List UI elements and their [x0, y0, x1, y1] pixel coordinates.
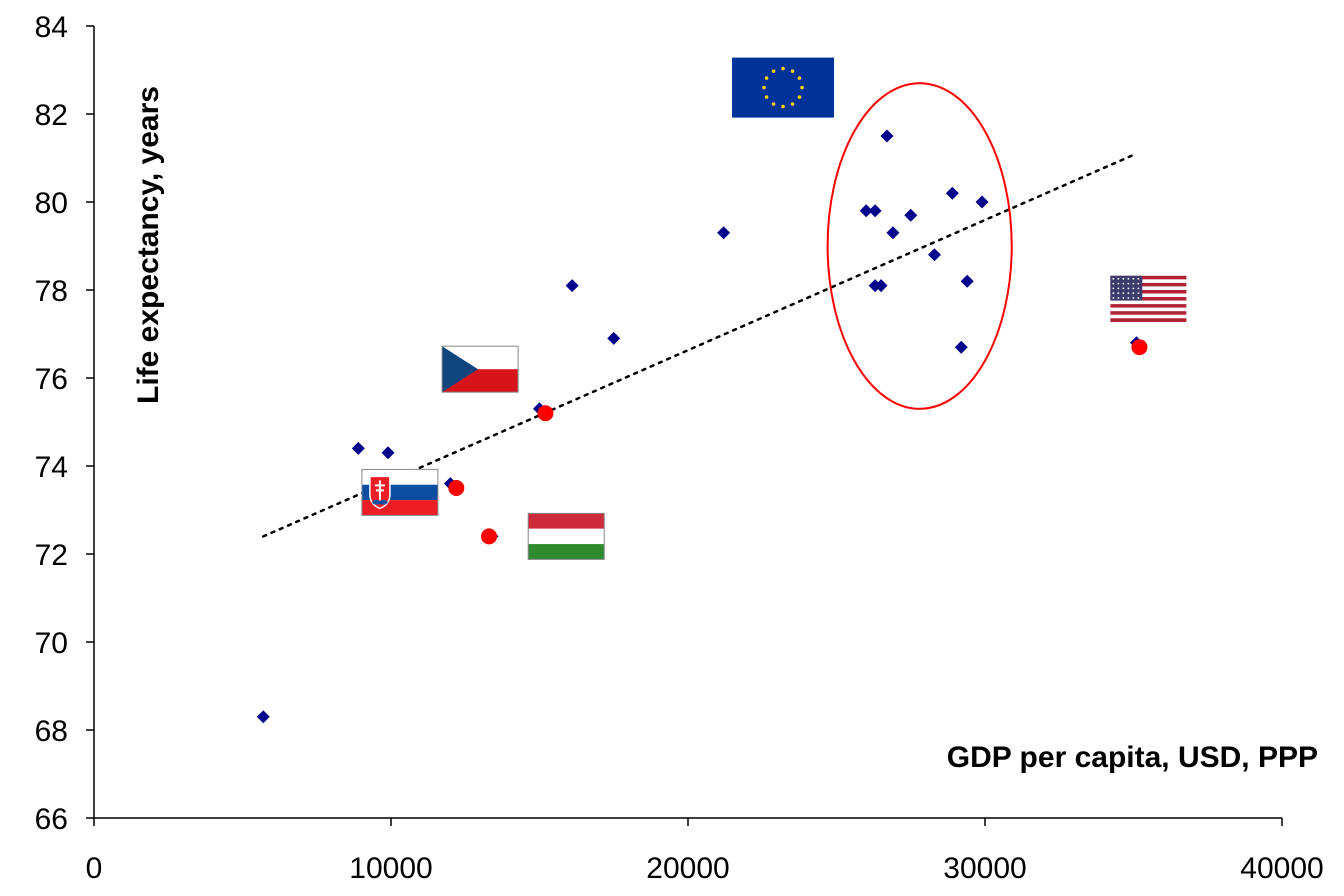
- scatter-point: [960, 274, 974, 288]
- scatter-point: [565, 279, 579, 293]
- y-tick-label: 74: [35, 451, 68, 484]
- highlight-layer: [826, 82, 1013, 410]
- y-tick-label: 80: [35, 187, 68, 220]
- y-axis-title: Life expectancy, years: [132, 86, 165, 404]
- y-tick-label: 70: [35, 627, 68, 660]
- y-tick-label: 84: [35, 11, 68, 44]
- x-tick-label: 40000: [1240, 852, 1323, 885]
- scatter-point: [945, 186, 959, 200]
- x-tick-label: 30000: [943, 852, 1026, 885]
- czech-flag-icon: [441, 345, 519, 393]
- points-layer: [256, 129, 1148, 724]
- y-tick-label: 68: [35, 715, 68, 748]
- y-tick-label: 66: [35, 803, 68, 836]
- highlight-ellipse: [826, 82, 1013, 410]
- scatter-point: [381, 446, 395, 460]
- highlight-point: [537, 405, 554, 422]
- y-tick-label: 82: [35, 99, 68, 132]
- highlight-point: [481, 528, 498, 545]
- highlight-point: [1131, 339, 1148, 356]
- scatter-point: [928, 248, 942, 262]
- scatter-point: [975, 195, 989, 209]
- y-tick-label: 72: [35, 539, 68, 572]
- scatter-point: [607, 331, 621, 345]
- usa-flag-icon: [1110, 275, 1187, 322]
- scatter-point: [880, 129, 894, 143]
- flag-layer: [361, 57, 1187, 560]
- trendline-layer: [262, 152, 1138, 538]
- scatter-point: [256, 710, 270, 724]
- scatter-point: [859, 204, 873, 218]
- scatter-point: [717, 226, 731, 240]
- scatter-point: [886, 226, 900, 240]
- y-tick-label: 78: [35, 275, 68, 308]
- x-tick-label: 20000: [646, 852, 729, 885]
- x-tick-label: 10000: [349, 852, 432, 885]
- scatter-point: [351, 441, 365, 455]
- y-ticks: 66 68 70 72 74 76 78 80 82 84: [35, 11, 94, 836]
- x-axis-title: GDP per capita, USD, PPP: [947, 741, 1318, 774]
- trendline: [262, 152, 1138, 538]
- hungary-flag-icon: [527, 512, 605, 560]
- scatter-point: [904, 208, 918, 222]
- y-tick-label: 76: [35, 363, 68, 396]
- eu-flag-icon: [732, 57, 835, 118]
- x-tick-label: 0: [86, 852, 103, 885]
- x-ticks: 0 10000 20000 30000 40000: [86, 818, 1324, 885]
- scatter-point: [954, 340, 968, 354]
- scatter-point: [868, 204, 882, 218]
- scatter-point: [874, 279, 888, 293]
- slovakia-flag-icon: [361, 468, 439, 516]
- highlight-point: [448, 480, 465, 496]
